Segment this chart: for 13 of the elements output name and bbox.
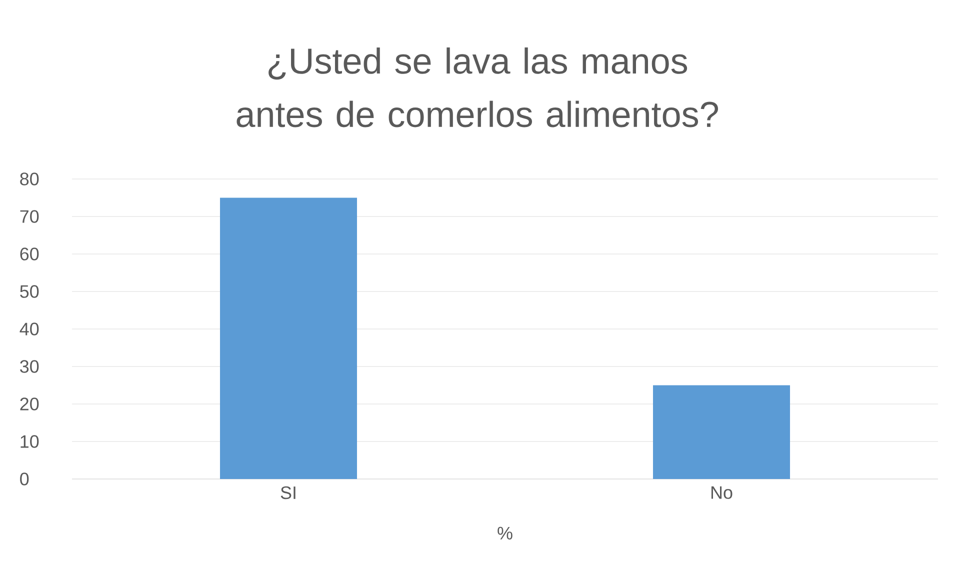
y-tick-label: 20 xyxy=(20,398,39,410)
y-tick-label: 0 xyxy=(20,472,29,486)
y-tick-label: 60 xyxy=(20,248,39,260)
chart-title: ¿Usted se lava las manos antes de comerlos alimentos? xyxy=(236,47,718,128)
x-tick-label: No xyxy=(711,486,732,499)
x-axis-title: % xyxy=(498,526,512,540)
y-tick-label: 10 xyxy=(20,435,39,448)
y-tick-label: 50 xyxy=(20,285,39,298)
y-tick-label: 30 xyxy=(20,360,39,373)
y-tick-label: 70 xyxy=(20,210,39,223)
x-tick-label: SI xyxy=(280,486,296,500)
y-tick-label: 40 xyxy=(20,322,39,336)
y-tick-label: 80 xyxy=(20,172,39,186)
